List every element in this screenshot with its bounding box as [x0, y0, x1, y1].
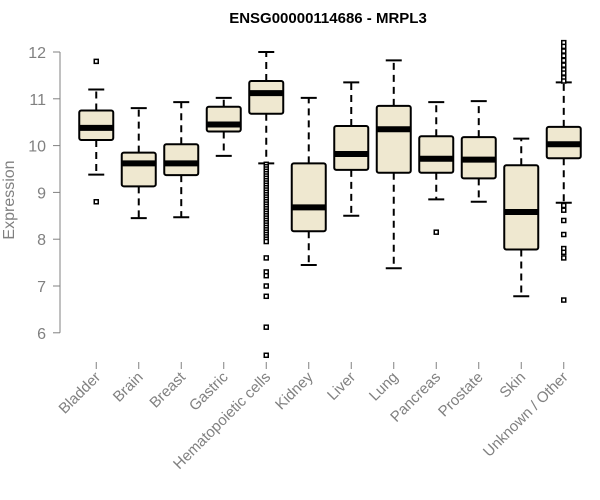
outlier-point — [93, 58, 99, 65]
outlier-point — [263, 238, 269, 245]
box-pancreas — [418, 101, 455, 235]
box-skin — [503, 137, 540, 298]
outlier-point — [263, 283, 269, 289]
box-body — [333, 124, 370, 171]
box-unknown-other — [545, 39, 582, 303]
outlier-point — [263, 352, 269, 359]
x-label-brain: Brain — [110, 369, 147, 406]
y-tick-label-12: 12 — [28, 45, 46, 62]
y-tick-label-6: 6 — [37, 326, 46, 343]
box-bladder — [78, 58, 115, 205]
outlier-point — [561, 249, 567, 256]
box-kidney — [290, 96, 327, 266]
y-tick-label-11: 11 — [29, 92, 46, 109]
outlier-point — [561, 52, 567, 59]
box-prostate — [460, 100, 497, 203]
x-label-bladder: Bladder — [55, 369, 104, 418]
outlier-point — [561, 231, 567, 238]
box-series — [78, 39, 582, 359]
box-body — [205, 105, 242, 133]
y-axis-ticks: 6 7 8 9 10 11 12 — [28, 45, 60, 343]
outlier-point — [561, 57, 567, 64]
box-gastric — [205, 96, 242, 157]
outlier-point — [263, 255, 269, 261]
x-label-kidney: Kidney — [272, 368, 317, 413]
outlier-point — [561, 217, 567, 224]
outlier-point — [561, 78, 567, 84]
outlier-point — [561, 48, 567, 54]
outlier-point — [561, 202, 567, 209]
outlier-point — [263, 293, 269, 300]
x-label-liver: Liver — [324, 369, 359, 404]
outlier-point — [93, 199, 99, 205]
box-breast — [163, 101, 200, 219]
y-tick-label-7: 7 — [37, 279, 46, 296]
outlier-point — [561, 255, 567, 261]
box-liver — [333, 81, 370, 217]
box-body — [418, 135, 455, 174]
outlier-point — [263, 324, 269, 330]
outlier-point — [263, 272, 269, 279]
outlier-point — [561, 43, 567, 50]
y-tick-label-9: 9 — [37, 185, 46, 202]
y-axis-label: Expression — [1, 160, 18, 239]
box-lung — [375, 59, 412, 270]
box-body — [163, 143, 200, 177]
x-label-skin: Skin — [496, 369, 529, 402]
box-body — [503, 164, 540, 251]
x-label-prostate: Prostate — [435, 369, 487, 421]
box-hematopoietic-cells — [248, 51, 285, 359]
y-tick-label-10: 10 — [28, 139, 46, 156]
outlier-point — [561, 70, 567, 76]
box-body — [120, 151, 157, 188]
box-body — [290, 162, 327, 233]
x-label-breast: Breast — [146, 368, 189, 411]
outlier-point — [561, 297, 567, 303]
outlier-point — [561, 207, 567, 213]
chart-title: ENSG00000114686 - MRPL3 — [229, 10, 427, 27]
box-body — [248, 80, 285, 115]
box-brain — [120, 107, 157, 220]
outlier-point — [433, 229, 439, 235]
box-body — [375, 104, 412, 174]
outlier-point — [561, 62, 567, 68]
x-label-lung: Lung — [366, 369, 402, 405]
y-tick-label-8: 8 — [37, 232, 46, 249]
